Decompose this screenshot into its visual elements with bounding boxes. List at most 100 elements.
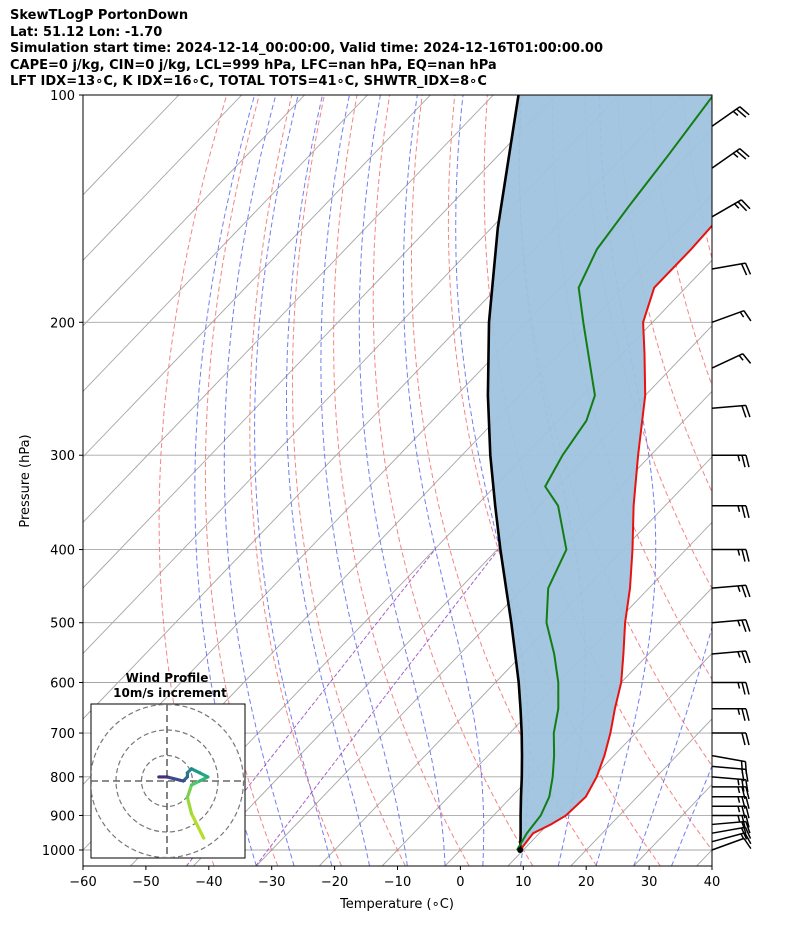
wind-barb <box>711 404 751 418</box>
isotherm <box>83 95 243 261</box>
wind-barb <box>711 826 752 840</box>
inset-subtitle: 10m/s increment <box>113 686 227 700</box>
wind-barb <box>712 505 750 518</box>
moist-adiabat <box>358 95 446 866</box>
wind-barbs <box>711 106 752 851</box>
moist-adiabat <box>455 95 530 866</box>
isotherm <box>318 456 712 866</box>
x-tick-label: −60 <box>69 875 96 890</box>
sounding-profiles <box>486 95 712 853</box>
wind-barb <box>712 795 750 809</box>
hodograph-segment <box>185 795 194 816</box>
dry-adiabat <box>204 95 279 866</box>
isotherm <box>507 652 712 866</box>
wind-barb <box>712 805 750 819</box>
wind-barb <box>711 650 751 664</box>
isotherm <box>760 95 794 866</box>
stability-indices-2: LFT IDX=13∘C, K IDX=16∘C, TOTAL TOTS=41∘… <box>10 74 487 89</box>
isotherm <box>570 718 712 866</box>
y-tick-label: 900 <box>50 809 75 824</box>
isotherm <box>83 95 368 393</box>
wind-barb <box>711 353 752 369</box>
wind-barb <box>712 707 750 721</box>
x-axis-label: Temperature (∘C) <box>339 897 454 912</box>
moist-adiabat <box>254 95 333 866</box>
x-tick-label: 40 <box>704 875 721 890</box>
wind-barb <box>711 754 748 774</box>
hodograph-segment <box>189 812 206 840</box>
y-tick-label: 200 <box>50 316 75 331</box>
y-tick-label: 1000 <box>42 844 75 859</box>
temperature-line <box>519 224 712 851</box>
dry-adiabat <box>781 95 794 866</box>
y-tick-label: 100 <box>50 89 75 104</box>
isotherm <box>83 95 557 589</box>
wind-barb <box>711 619 751 633</box>
wind-barb <box>711 837 752 851</box>
inset-title: Wind Profile <box>126 671 209 685</box>
moist-adiabat <box>633 95 712 866</box>
dewpoint-line <box>516 95 712 851</box>
mixing-ratio-line <box>255 549 499 866</box>
y-tick-label: 800 <box>50 771 75 786</box>
x-tick-label: −40 <box>195 875 222 890</box>
x-tick-label: −10 <box>384 875 411 890</box>
wind-barb <box>711 309 752 323</box>
parcel-profile-line <box>486 95 524 851</box>
x-tick-label: −50 <box>132 875 159 890</box>
dry-adiabat <box>715 95 794 866</box>
wind-barb <box>712 732 750 746</box>
y-axis-label: Pressure (hPa) <box>18 434 33 527</box>
isotherm <box>83 95 494 524</box>
wind-barb <box>712 814 750 828</box>
parcel-origin-marker <box>517 847 524 853</box>
moist-adiabat <box>194 95 257 866</box>
hodograph-segment <box>165 775 185 783</box>
wind-barb <box>711 584 751 598</box>
wind-barb <box>712 454 750 468</box>
wind-barb <box>711 148 750 169</box>
dry-adiabat <box>291 95 406 866</box>
dry-adiabat <box>333 95 470 866</box>
wind-barb <box>712 548 750 562</box>
x-tick-label: 20 <box>578 875 595 890</box>
stability-indices-1: CAPE=0 j/kg, CIN=0 j/kg, LCL=999 hPa, LF… <box>10 57 497 73</box>
temperature-parcel-fill <box>487 95 712 850</box>
moist-adiabat <box>223 95 295 866</box>
wind-barb <box>711 776 749 793</box>
moist-adiabat <box>402 95 485 866</box>
chart-title: SkewTLogP PortonDown <box>10 8 189 23</box>
moist-adiabat <box>671 764 712 866</box>
isotherm <box>83 95 305 327</box>
y-tick-label: 700 <box>50 727 75 742</box>
dry-adiabat <box>411 95 598 866</box>
location-label: Lat: 51.12 Lon: -1.70 <box>10 24 163 40</box>
chart-title-block: SkewTLogP PortonDown Lat: 51.12 Lon: -1.… <box>10 8 603 91</box>
isotherm <box>83 95 620 655</box>
y-tick-label: 300 <box>50 449 75 464</box>
wind-barb <box>711 262 752 276</box>
wind-profile-inset: Wind Profile 10m/s increment <box>90 671 246 859</box>
y-tick-label: 500 <box>50 617 75 632</box>
x-tick-label: 0 <box>456 875 464 890</box>
simulation-time-label: Simulation start time: 2024-12-14_00:00:… <box>10 41 603 56</box>
wind-barb <box>711 832 752 845</box>
wind-barb <box>712 786 750 800</box>
x-tick-label: 10 <box>515 875 532 890</box>
isotherm <box>381 521 712 866</box>
x-tick-label: −30 <box>258 875 285 890</box>
y-tick-label: 400 <box>50 544 75 559</box>
hodograph-segment <box>185 783 194 799</box>
y-tick-label: 600 <box>50 677 75 692</box>
wind-barb <box>711 820 751 834</box>
wind-barb <box>711 106 750 127</box>
moist-adiabat <box>320 95 408 866</box>
dry-adiabat <box>447 95 661 866</box>
wind-barb <box>711 199 751 218</box>
x-tick-label: 30 <box>641 875 658 890</box>
x-tick-label: −20 <box>321 875 348 890</box>
wind-barb <box>712 681 750 695</box>
hodograph-ring <box>91 704 245 858</box>
axes: −60 −50 −40 −30 −20 −10 0 10 20 30 40 1000 900 800 700… <box>42 89 720 890</box>
